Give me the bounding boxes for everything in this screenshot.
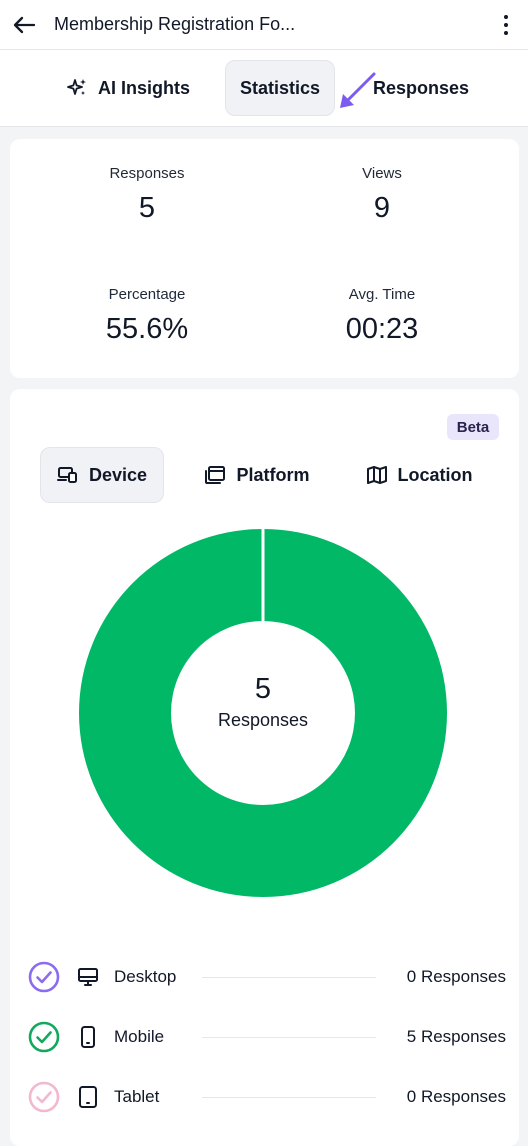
subtab-device-label: Device [88,464,148,485]
devices-icon [56,467,77,483]
app-header: Membership Registration Fo... [0,0,528,50]
stat-views: Views 9 [282,165,482,225]
donut-slice-mobile [79,529,447,897]
tab-responses-label: Responses [372,77,470,98]
back-arrow-icon[interactable] [10,12,38,38]
donut-center: 5 Responses [183,673,343,731]
stat-percentage-label: Percentage [108,286,186,303]
stat-avg-time-value: 00:23 [345,313,419,345]
check-circle-icon[interactable] [28,1081,60,1113]
stat-percentage-value: 55.6% [105,313,189,345]
tablet-icon [79,1086,97,1108]
stat-avg-time: Avg. Time 00:23 [282,286,482,346]
sparkles-icon [67,79,86,95]
donut-center-label: Responses [217,710,309,730]
tab-statistics-label: Statistics [239,77,321,98]
map-icon [366,466,387,484]
legend-mobile-value: 5 Responses [406,1027,506,1046]
stat-views-label: Views [362,165,402,182]
legend-divider [202,1037,376,1038]
donut-center-value: 5 [254,673,272,705]
stat-avg-time-label: Avg. Time [348,286,416,303]
legend-tablet-value: 0 Responses [406,1087,506,1106]
tab-ai-insights[interactable]: AI Insights [58,60,198,116]
top-tabs: AI Insights Statistics Responses [0,50,528,127]
legend-divider [202,1097,376,1098]
subtab-location[interactable]: Location [362,447,476,503]
annotation-arrow-icon [340,72,376,108]
legend-item-mobile: Mobile 5 Responses [28,1017,506,1057]
legend-mobile-label: Mobile [114,1027,165,1046]
legend-desktop-label: Desktop [114,967,177,986]
stats-card: Responses 5 Views 9 Percentage 55.6% Avg… [10,139,519,378]
legend-tablet-label: Tablet [114,1087,160,1106]
legend-desktop-value: 0 Responses [406,967,506,986]
breakdown-card: Beta Device Platform Location 5 Response… [10,389,519,1146]
stat-percentage: Percentage 55.6% [47,286,247,346]
subtab-platform[interactable]: Platform [202,447,312,503]
beta-badge: Beta [447,414,499,440]
desktop-icon [78,968,98,986]
stat-views-value: 9 [373,192,391,224]
tab-statistics[interactable]: Statistics [225,60,335,116]
tab-responses[interactable]: Responses [360,60,482,116]
mobile-icon [81,1026,95,1048]
subtab-platform-label: Platform [236,464,310,485]
stat-responses-value: 5 [138,192,156,224]
check-circle-icon[interactable] [28,1021,60,1053]
subtab-device[interactable]: Device [40,447,164,503]
stat-responses-label: Responses [109,165,185,182]
legend-divider [202,977,376,978]
legend-item-desktop: Desktop 0 Responses [28,957,506,997]
windows-icon [205,466,226,484]
legend-item-tablet: Tablet 0 Responses [28,1077,506,1117]
donut-chart [79,528,447,897]
check-circle-icon[interactable] [28,961,60,993]
stat-responses: Responses 5 [47,165,247,225]
kebab-menu-icon[interactable] [498,12,514,38]
form-title: Membership Registration Fo... [54,14,296,34]
tab-ai-insights-label: AI Insights [97,77,190,98]
subtab-location-label: Location [397,464,473,485]
